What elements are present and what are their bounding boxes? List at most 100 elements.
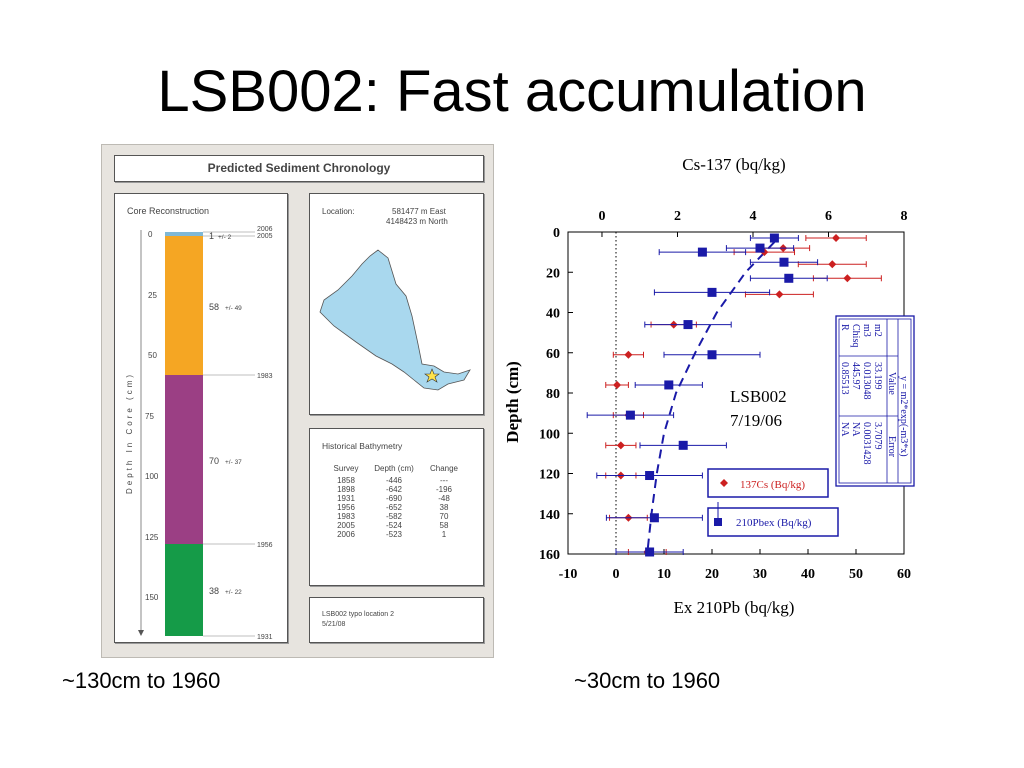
bottom-tick-label: -10 <box>559 567 578 582</box>
y-tick-label: 100 <box>539 427 560 442</box>
depth-tick: 150 <box>145 593 159 602</box>
bathymetry-cell: -446 <box>386 476 403 485</box>
annotation-line-1: LSB002 <box>730 387 787 406</box>
bathymetry-cell: -690 <box>386 494 403 503</box>
y-tick-label: 60 <box>546 347 560 362</box>
pb210-point <box>707 287 717 297</box>
cs137-point <box>613 380 622 389</box>
year-label: 1956 <box>257 542 273 549</box>
year-label: 1931 <box>257 634 273 641</box>
fit-header: Value <box>886 372 897 395</box>
pb210-point <box>707 350 717 360</box>
y-tick-label: 160 <box>539 548 560 563</box>
location-panel: Location: 581477 m East 4148423 m North <box>309 193 484 415</box>
y-tick-label: 80 <box>546 387 560 402</box>
cs137-point <box>775 290 784 299</box>
core-reconstruction-panel: Core Reconstruction Depth In Core (cm) 0… <box>114 193 288 643</box>
note-line-1: LSB002 typo location 2 <box>322 611 394 618</box>
core-axis-label: Depth In Core (cm) <box>125 372 134 494</box>
year-label: 2005 <box>257 233 273 240</box>
bathymetry-cell: -642 <box>386 485 403 494</box>
fit-table-cell: 3.7079 <box>872 422 883 450</box>
depth-profile-svg: Cs-137 (bq/kg) Ex 210Pb (bq/kg) Depth (c… <box>503 155 915 617</box>
fit-table-cell: R <box>839 324 850 331</box>
fit-curve <box>646 241 776 555</box>
bathymetry-cell: 58 <box>440 521 449 530</box>
core-title: Core Reconstruction <box>127 206 209 216</box>
fit-parameter-table: y = m2*exp(-m3*x) Value Error m2 33.199 3.… <box>835 315 915 487</box>
layer-error: +/- 22 <box>225 589 242 596</box>
bathymetry-cell: 1956 <box>337 503 355 512</box>
core-layer-1956-1983 <box>165 375 203 544</box>
lake-outline <box>319 249 471 391</box>
bottom-tick-label: 60 <box>897 567 911 582</box>
bathymetry-header: Survey <box>334 464 359 473</box>
layer-value: 1 <box>209 231 214 241</box>
slide-title: LSB002: Fast accumulation <box>157 59 867 124</box>
pb210-point <box>784 273 794 283</box>
depth-tick: 100 <box>145 472 159 481</box>
poster-header: Predicted Sediment Chronology <box>114 155 484 182</box>
top-tick-label: 4 <box>749 209 756 224</box>
depth-tick: 0 <box>148 230 153 239</box>
caption-left: ~130cm to 1960 <box>62 668 221 693</box>
star-icon <box>424 368 440 383</box>
layer-value: 58 <box>209 302 219 312</box>
bathymetry-cell: -582 <box>386 512 403 521</box>
fit-table-cell: 445.97 <box>850 362 861 390</box>
location-map: Location: 581477 m East 4148423 m North <box>319 207 471 391</box>
bathymetry-cell: -523 <box>386 530 403 539</box>
depth-tick: 75 <box>145 412 154 421</box>
layer-error: +/- 2 <box>218 234 232 241</box>
year-label: 1983 <box>257 373 273 380</box>
top-tick-label: 0 <box>598 209 605 224</box>
pb210-point <box>645 547 655 557</box>
pb210-point <box>683 320 693 330</box>
fit-table-cell: NA <box>839 422 850 437</box>
fit-table-frame <box>835 315 915 487</box>
pb210-point <box>649 513 659 523</box>
cs137-point <box>616 441 625 450</box>
bathymetry-cell: -524 <box>386 521 403 530</box>
bathymetry-panel: Historical Bathymetry Survey Depth (cm) … <box>309 428 484 586</box>
core-layer-1931-1956 <box>165 544 203 636</box>
bottom-axis-title: Ex 210Pb (bq/kg) <box>674 598 795 617</box>
legend-label-cs: 137Cs (Bq/kg) <box>740 479 805 491</box>
bathymetry-header: Depth (cm) <box>374 464 414 473</box>
fit-header: Error <box>886 436 897 458</box>
chronology-poster: Predicted Sediment Chronology Core Recon… <box>101 144 494 658</box>
fit-table-cell: 33.199 <box>872 362 883 390</box>
cs137-point <box>832 234 841 243</box>
fit-table-inner-frame <box>838 318 912 484</box>
y-tick-label: 140 <box>539 508 560 523</box>
depth-tick: 125 <box>145 533 159 542</box>
bathymetry-title: Historical Bathymetry <box>322 441 403 451</box>
pb210-point <box>678 440 688 450</box>
core-column-figure: Core Reconstruction Depth In Core (cm) 0… <box>125 206 273 641</box>
location-label: Location: <box>322 207 354 216</box>
depth-profile-chart: Cs-137 (bq/kg) Ex 210Pb (bq/kg) Depth (c… <box>496 146 926 622</box>
cs137-point <box>828 260 837 269</box>
bathymetry-cell: 70 <box>440 512 449 521</box>
y-tick-label: 120 <box>539 468 560 483</box>
layer-error: +/- 37 <box>225 459 242 466</box>
caption-right: ~30cm to 1960 <box>574 668 721 693</box>
core-layer-2005-2006 <box>165 232 203 236</box>
core-layer-1983-2005 <box>165 236 203 375</box>
bathymetry-cell: --- <box>440 476 448 485</box>
layer-error: +/- 49 <box>225 305 242 312</box>
bathymetry-cell: 1931 <box>337 494 355 503</box>
y-tick-label: 20 <box>546 266 560 281</box>
bathymetry-table: Historical Bathymetry Survey Depth (cm) … <box>322 441 459 539</box>
pb210-point <box>697 247 707 257</box>
fit-equation: y = m2*exp(-m3*x) <box>898 376 909 457</box>
annotation-line-2: 7/19/06 <box>730 411 782 430</box>
cs137-point <box>843 274 852 283</box>
bottom-tick-label: 0 <box>613 567 620 582</box>
bottom-tick-label: 50 <box>849 567 863 582</box>
fit-table-cell: 0.013048 <box>861 362 872 400</box>
legend: 137Cs (Bq/kg) 210Pbex (Bq/kg) <box>707 468 839 537</box>
location-east: 581477 m East <box>392 207 447 216</box>
fit-table-cell: 0.0031428 <box>861 422 872 465</box>
fit-table-cell: NA <box>850 422 861 437</box>
